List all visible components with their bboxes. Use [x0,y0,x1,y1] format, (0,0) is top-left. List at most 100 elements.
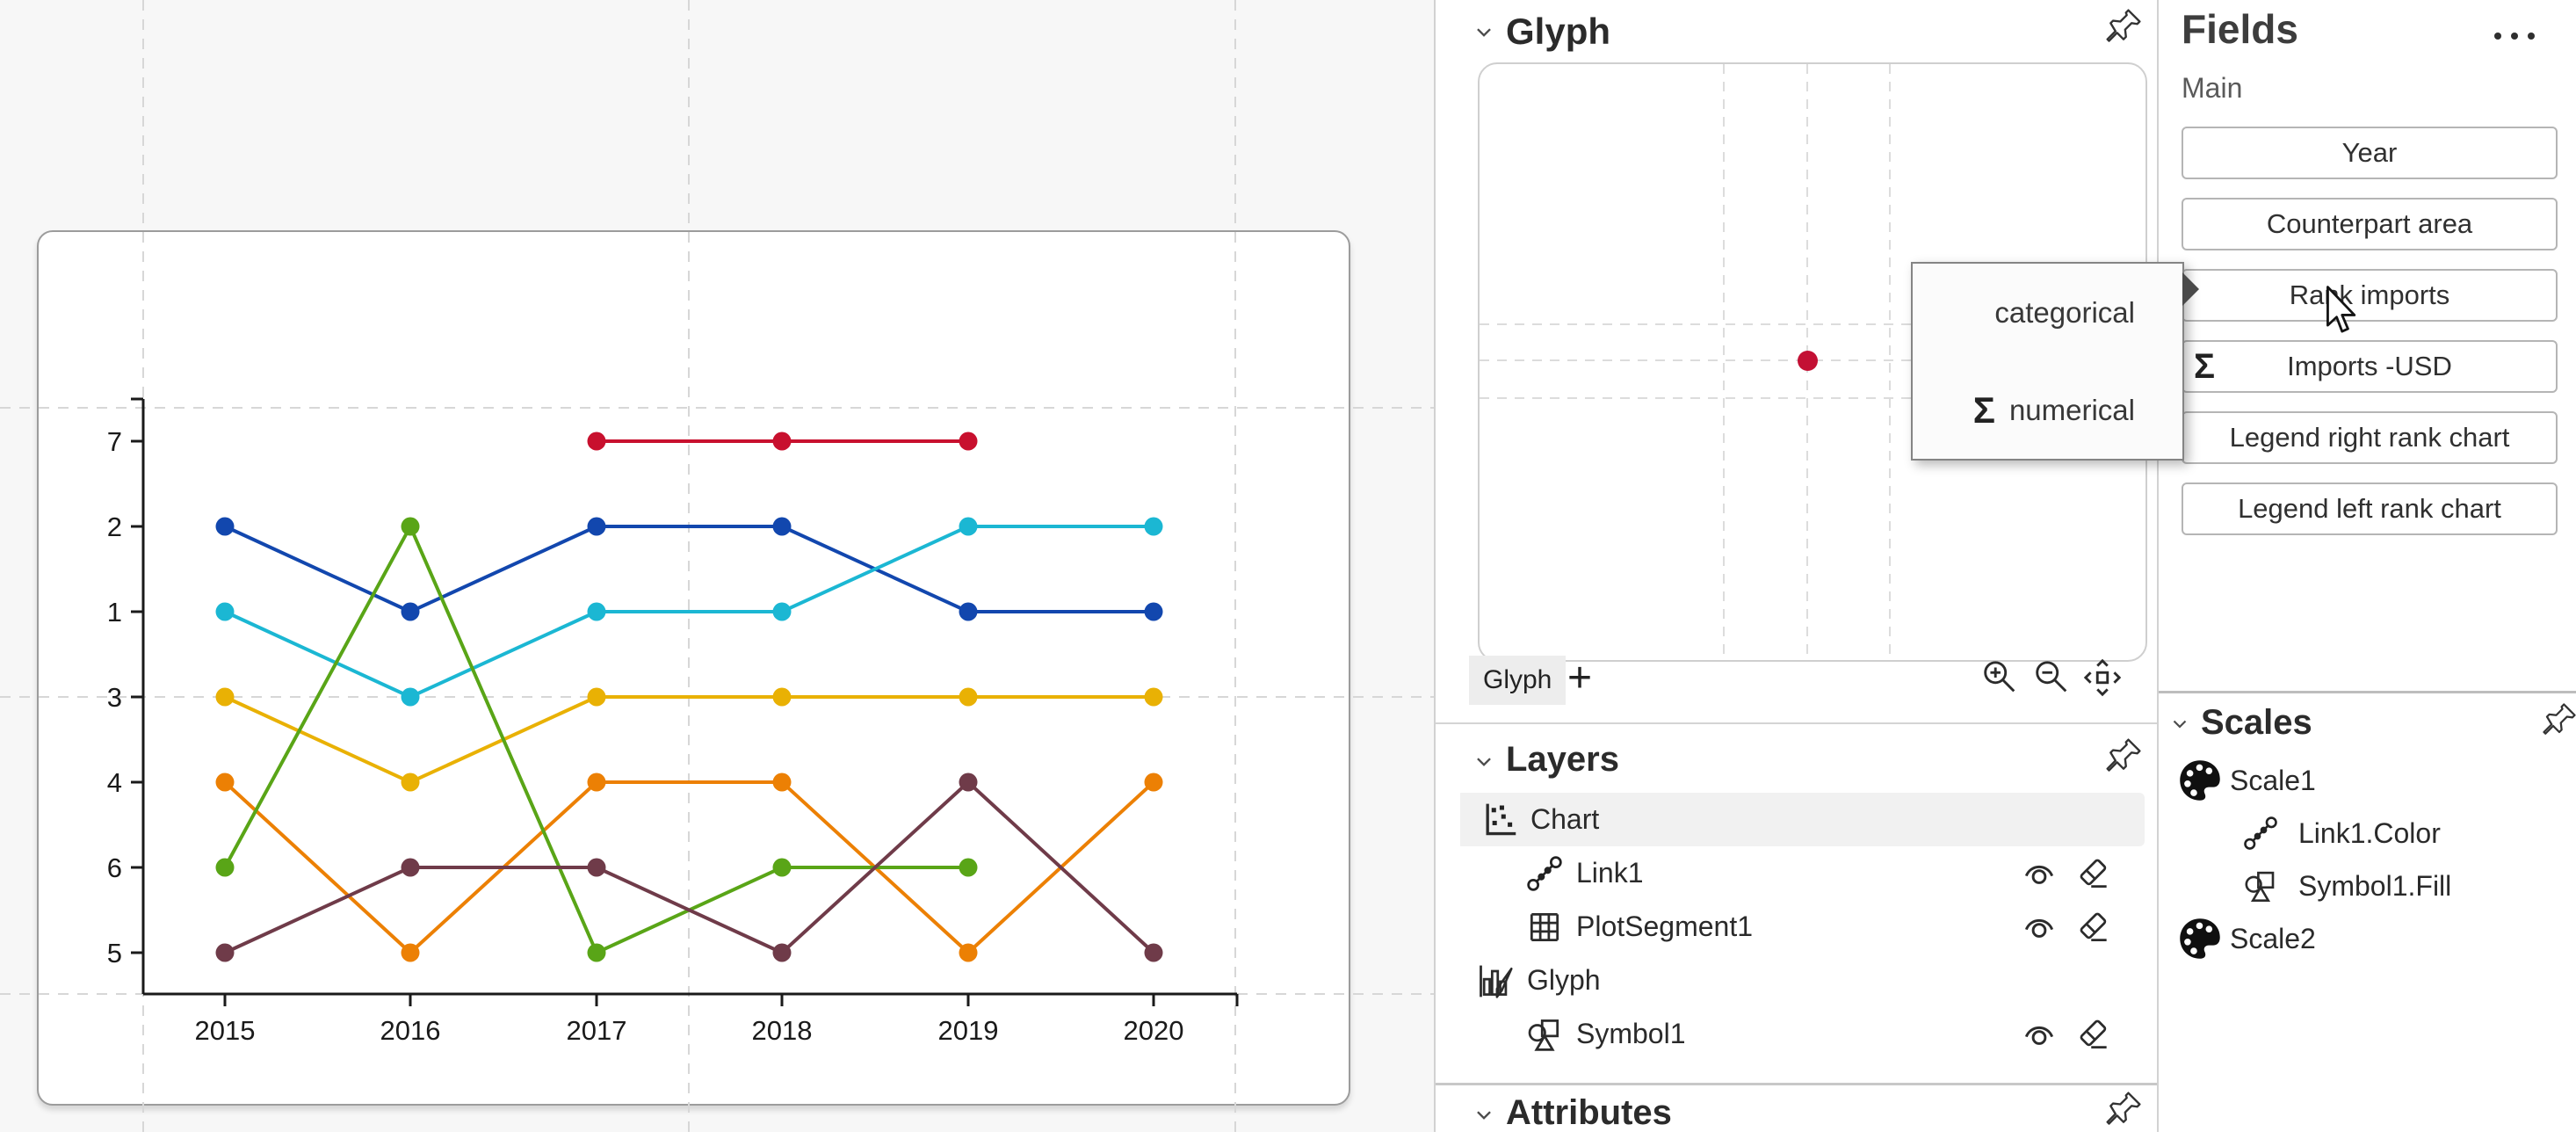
series-line[interactable] [223,780,1155,955]
layer-row-glyph[interactable]: Glyph [1436,954,2157,1007]
layer-row-chart[interactable]: Chart [1460,793,2145,846]
layers-panel-header[interactable]: Layers [1436,736,2157,786]
field-button-legend-left-rank-chart[interactable]: Legend left rank chart [2182,482,2558,535]
chart-series-4[interactable] [215,773,1163,962]
series-point[interactable] [772,858,792,877]
field-button-rank-imports[interactable]: Rank imports [2182,269,2558,322]
chevron-down-icon[interactable] [1473,751,1495,773]
pin-icon[interactable] [2104,7,2143,46]
series-point[interactable] [1144,773,1163,792]
scale-row-symbol1-fill[interactable]: Symbol1.Fill [2159,860,2576,912]
series-point[interactable] [401,602,420,621]
series-line[interactable] [224,525,1154,700]
series-point[interactable] [401,517,420,536]
add-glyph-button[interactable]: + [1567,655,1593,701]
series-point[interactable] [772,432,792,451]
field-button-counterpart-area[interactable]: Counterpart area [2182,198,2558,250]
series-point[interactable] [772,773,792,792]
series-point[interactable] [1144,602,1163,621]
series-point[interactable] [401,858,420,877]
series-point[interactable] [959,943,978,962]
chart-series-7[interactable] [587,432,978,451]
series-point[interactable] [215,687,235,707]
eraser-icon[interactable] [2074,853,2113,892]
series-point[interactable] [215,858,235,877]
series-point[interactable] [959,858,978,877]
field-button-legend-right-rank-chart[interactable]: Legend right rank chart [2182,411,2558,464]
canvas-panel-divider[interactable] [1434,0,1436,1132]
visibility-eye-icon[interactable] [2020,907,2059,946]
series-point[interactable] [587,858,606,877]
series-point[interactable] [587,943,606,962]
scales-panel-header[interactable]: Scales [2159,700,2576,749]
scale-row-scale2[interactable]: Scale2 [2159,912,2576,965]
chart-series-6[interactable] [215,773,1163,962]
visibility-eye-icon[interactable] [2020,1014,2059,1053]
series-line[interactable] [224,525,1154,614]
zoom-fit-icon[interactable] [2082,657,2123,698]
chart-frame[interactable] [37,230,1350,1106]
series-point[interactable] [772,943,792,962]
field-button-imports-usd[interactable]: Σ Imports -USD [2182,340,2558,393]
chart-axes[interactable] [131,397,1239,1006]
chart-series-3[interactable] [215,687,1163,792]
glyph-tab[interactable]: Glyph [1469,656,1567,705]
layer-row-plotsegment1[interactable]: PlotSegment1 [1436,900,2157,954]
series-point[interactable] [959,773,978,792]
series-point[interactable] [587,517,606,536]
zoom-out-icon[interactable] [2031,657,2072,698]
pin-icon[interactable] [2104,736,2143,775]
chevron-down-icon[interactable] [1473,21,1495,44]
attributes-panel-header[interactable]: Attributes [1436,1090,2157,1139]
layer-row-link1[interactable]: Link1 [1436,846,2157,900]
series-point[interactable] [587,602,606,621]
series-point[interactable] [587,773,606,792]
series-point[interactable] [587,432,606,451]
series-point[interactable] [1144,517,1163,536]
series-point[interactable] [401,687,420,707]
zoom-in-icon[interactable] [1979,657,2020,698]
pin-icon[interactable] [2104,1090,2143,1128]
series-point[interactable] [959,432,978,451]
pin-icon[interactable] [2541,701,2576,738]
dropdown-item-categorical[interactable]: categorical [1913,264,2182,361]
series-point[interactable] [1144,687,1163,707]
series-point[interactable] [401,943,420,962]
panel-fields-divider[interactable] [2157,0,2159,1132]
field-button-year[interactable]: Year [2182,127,2558,179]
chevron-down-icon[interactable] [1473,1104,1495,1127]
more-options-icon[interactable] [2490,28,2539,44]
glyph-symbol-mark[interactable] [1798,351,1818,371]
series-point[interactable] [215,517,235,536]
series-point[interactable] [215,943,235,962]
panel-splitter[interactable] [1436,1083,2157,1085]
scale-row-link1-color[interactable]: Link1.Color [2159,807,2576,860]
chevron-down-icon[interactable] [2169,714,2190,735]
glyph-panel-header[interactable]: Glyph [1436,5,2157,54]
series-point[interactable] [772,602,792,621]
series-point[interactable] [959,517,978,536]
series-line[interactable] [223,522,968,955]
layer-row-symbol1[interactable]: Symbol1 [1436,1007,2157,1061]
chart-series-2[interactable] [215,517,1163,707]
rank-bump-chart[interactable]: 7 2 1 3 4 6 5 2015 2016 2017 2018 2019 2020 [0,0,1434,1132]
series-point[interactable] [772,517,792,536]
series-point[interactable] [215,773,235,792]
series-point[interactable] [1144,943,1163,962]
chart-canvas-area[interactable]: 7 2 1 3 4 6 5 2015 2016 2017 2018 2019 2020 [0,0,1434,1132]
series-line[interactable] [224,695,1154,785]
visibility-eye-icon[interactable] [2020,853,2059,892]
series-point[interactable] [587,687,606,707]
series-point[interactable] [401,773,420,792]
series-line[interactable] [224,780,1155,955]
chart-series-5[interactable] [215,517,978,962]
chart-series-1[interactable] [215,517,1163,621]
series-point[interactable] [772,687,792,707]
scale-row-scale1[interactable]: Scale1 [2159,754,2576,807]
series-point[interactable] [959,602,978,621]
series-point[interactable] [959,687,978,707]
eraser-icon[interactable] [2074,1014,2113,1053]
series-point[interactable] [215,602,235,621]
eraser-icon[interactable] [2074,907,2113,946]
